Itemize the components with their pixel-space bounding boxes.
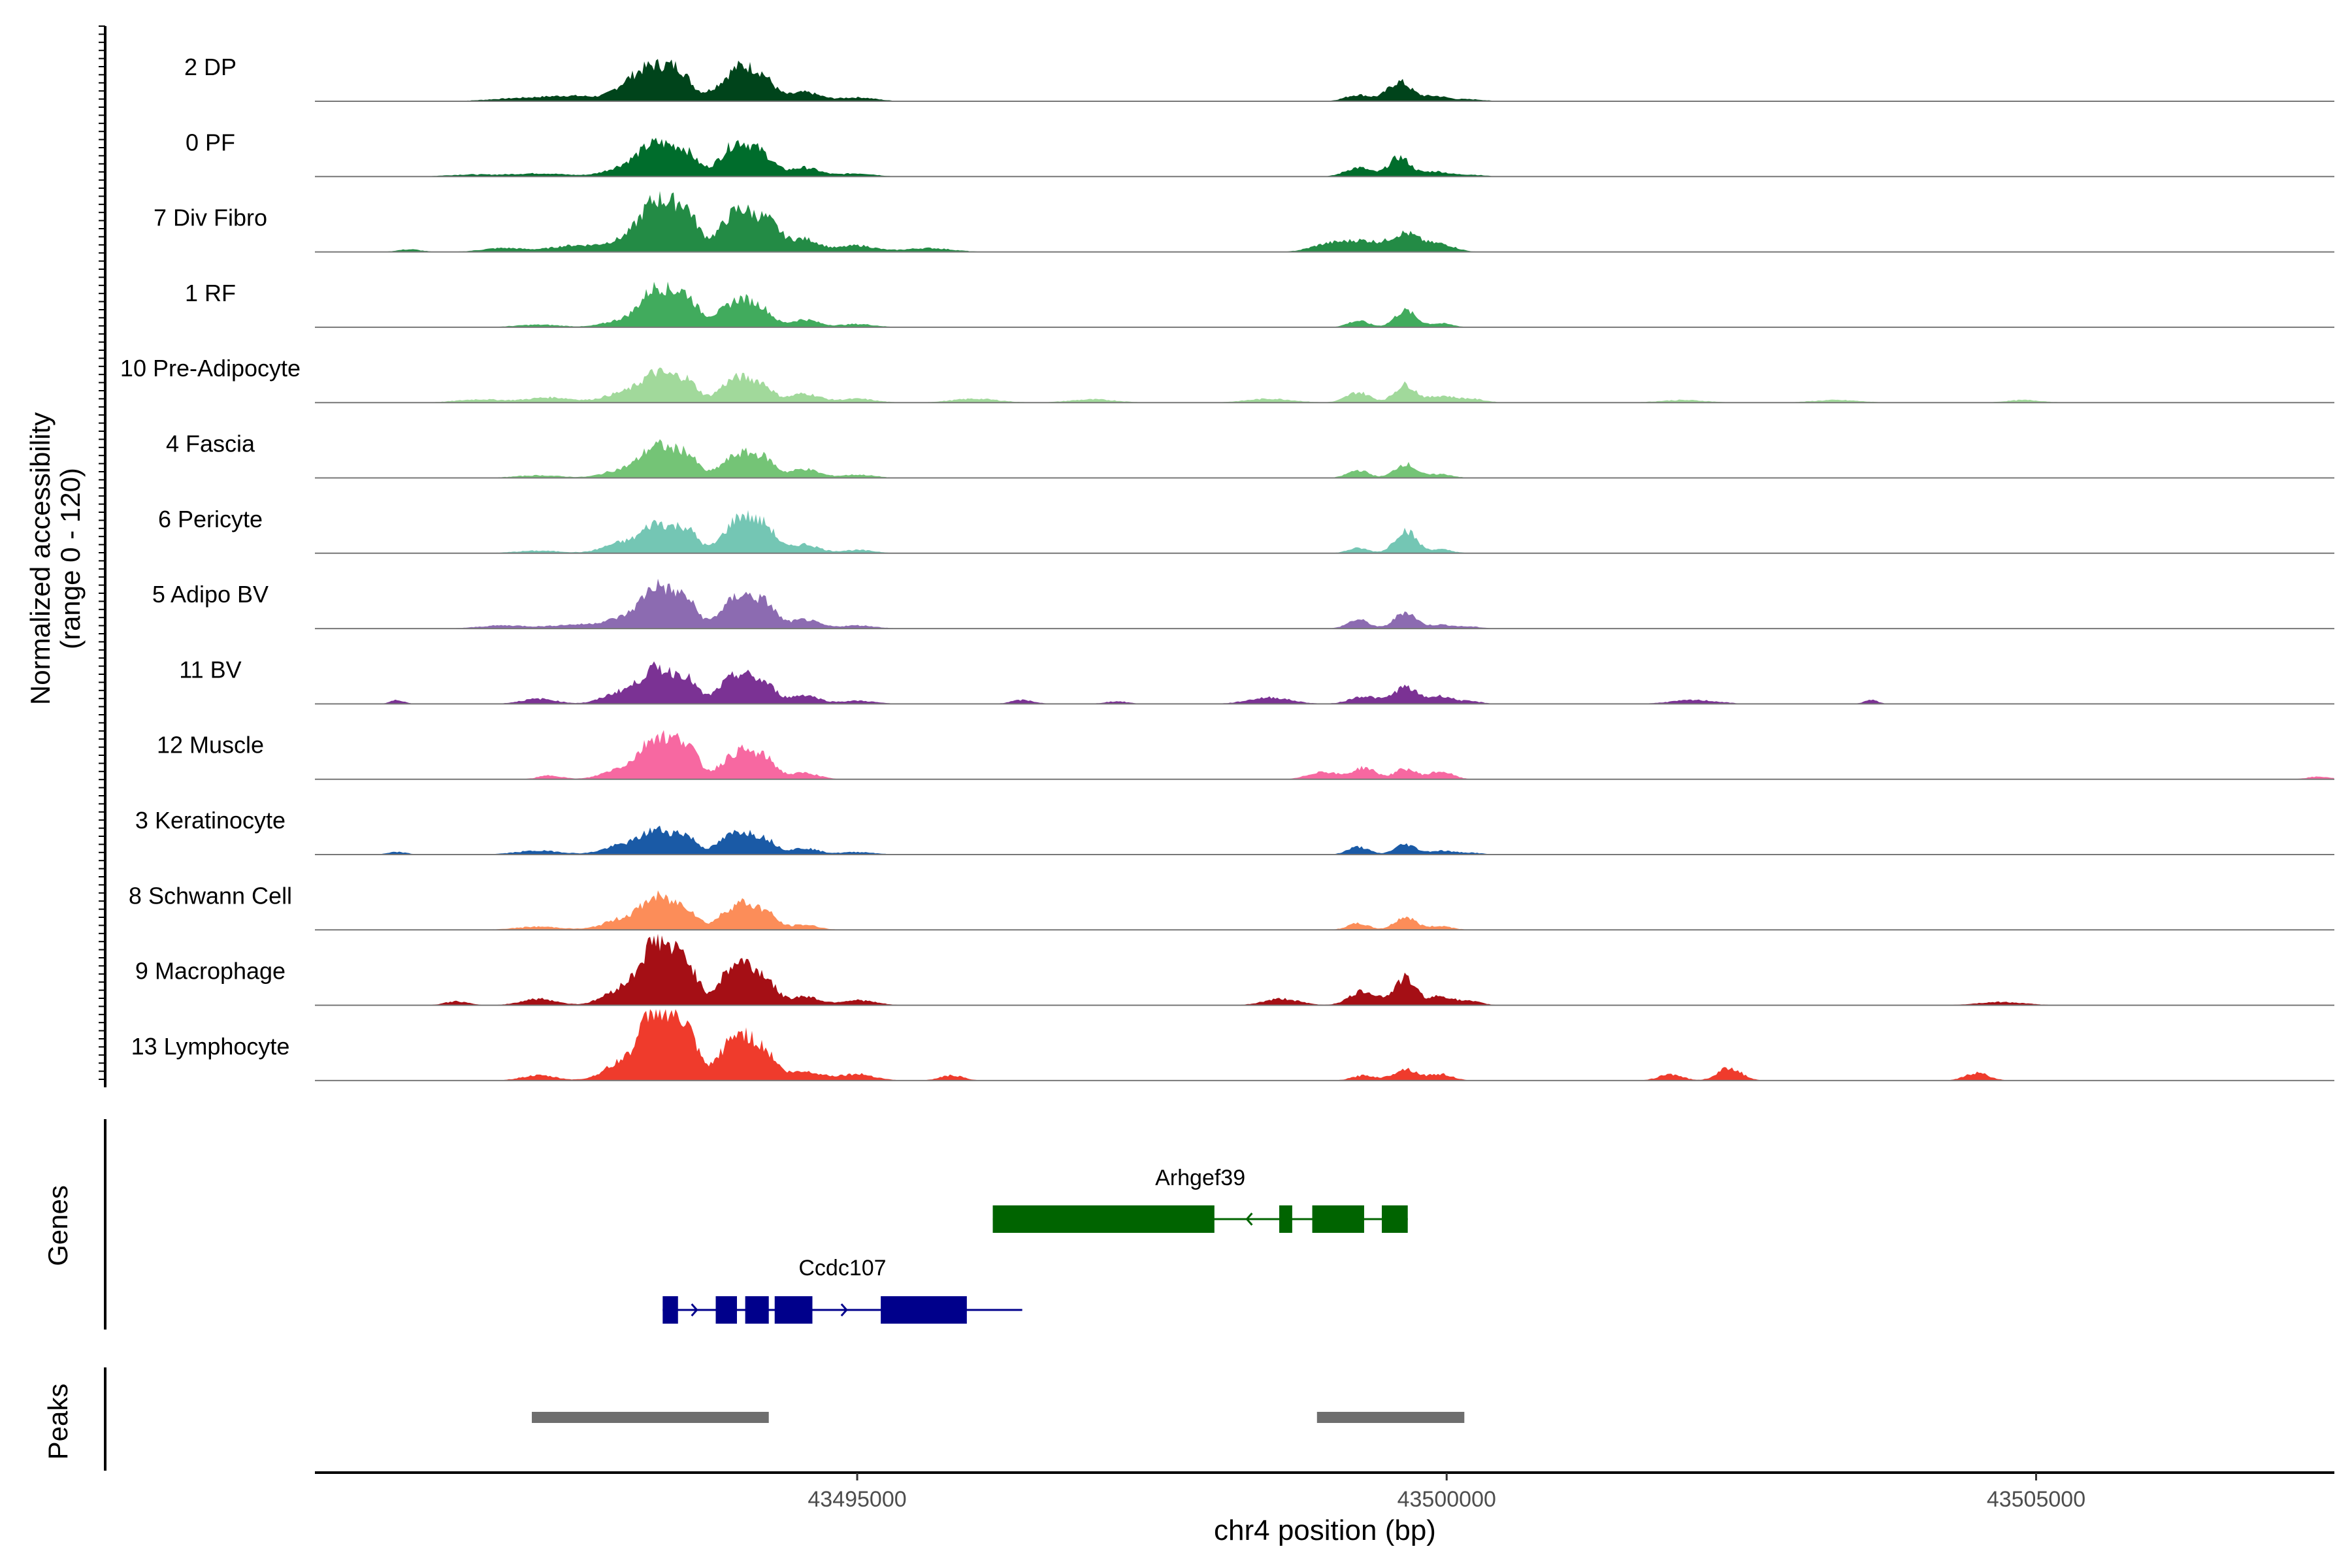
strand-arrow bbox=[840, 1303, 848, 1316]
strand-arrow bbox=[691, 1303, 698, 1316]
track: 13 Lymphocyte bbox=[131, 1009, 2334, 1081]
strand-arrow bbox=[1245, 1213, 1253, 1226]
gene-label: Ccdc107 bbox=[798, 1256, 886, 1281]
track: 7 Div Fibro bbox=[154, 191, 2334, 253]
x-axis: 43495000 43500000 43505000 bbox=[315, 1471, 2334, 1512]
track-coverage-area bbox=[315, 282, 2334, 327]
track-coverage-area bbox=[315, 661, 2334, 704]
peak-region-panel bbox=[104, 1367, 1465, 1471]
gene-model: Ccdc107 bbox=[662, 1256, 1022, 1324]
x-axis-title: chr4 position (bp) bbox=[1214, 1514, 1436, 1546]
gene-exon bbox=[1279, 1205, 1292, 1233]
gene-exon bbox=[881, 1296, 967, 1324]
track-coverage-area bbox=[315, 1009, 2334, 1081]
track-label: 10 Pre-Adipocyte bbox=[120, 355, 301, 382]
track-coverage-area bbox=[315, 439, 2334, 478]
track-coverage-area bbox=[315, 59, 2334, 101]
track-label: 1 RF bbox=[185, 280, 236, 306]
track-label: 8 Schwann Cell bbox=[129, 882, 292, 909]
track: 9 Macrophage bbox=[135, 934, 2334, 1006]
gene-label: Arhgef39 bbox=[1155, 1166, 1245, 1190]
track: 4 Fascia bbox=[166, 431, 2334, 479]
track: 8 Schwann Cell bbox=[129, 882, 2334, 931]
gene-annotation-panel: Arhgef39 Ccdc107 bbox=[104, 1119, 1408, 1330]
track-coverage-area bbox=[315, 510, 2334, 553]
track-coverage-area bbox=[315, 730, 2334, 779]
track-label: 9 Macrophage bbox=[135, 958, 286, 985]
x-tick-label: 43500000 bbox=[1397, 1487, 1496, 1512]
y-axis-range-label: (range 0 - 120) bbox=[55, 468, 86, 649]
x-tick-label: 43505000 bbox=[1987, 1487, 2085, 1512]
x-tick-label: 43495000 bbox=[808, 1487, 906, 1512]
track-label: 11 BV bbox=[179, 656, 241, 683]
track: 0 PF bbox=[186, 129, 2334, 178]
track-coverage-area bbox=[315, 890, 2334, 930]
track-label: 2 DP bbox=[184, 54, 237, 80]
track-label: 0 PF bbox=[186, 129, 235, 155]
track-coverage-area bbox=[315, 578, 2334, 629]
track: 5 Adipo BV bbox=[152, 578, 2334, 630]
gene-exon bbox=[662, 1296, 678, 1324]
track-label: 7 Div Fibro bbox=[154, 204, 267, 231]
gene-exon bbox=[745, 1296, 769, 1324]
genes-panel-label: Genes bbox=[42, 1185, 73, 1266]
gene-exon bbox=[715, 1296, 737, 1324]
gene-exon bbox=[774, 1296, 813, 1324]
track-coverage-area bbox=[315, 191, 2334, 252]
peaks-panel-label: Peaks bbox=[42, 1384, 73, 1460]
track: 2 DP bbox=[184, 54, 2334, 102]
track-coverage-area bbox=[315, 825, 2334, 855]
track-coverage-area bbox=[315, 934, 2334, 1005]
track-label: 6 Pericyte bbox=[158, 506, 263, 532]
track-label: 5 Adipo BV bbox=[152, 581, 269, 608]
track-label: 13 Lymphocyte bbox=[131, 1033, 290, 1060]
peak-region-bar bbox=[532, 1412, 769, 1423]
gene-model: Arhgef39 bbox=[992, 1166, 1408, 1233]
peak-region-bar bbox=[1316, 1412, 1465, 1423]
track-coverage-area bbox=[315, 137, 2334, 177]
gene-exon bbox=[1312, 1205, 1364, 1233]
gene-exon bbox=[992, 1205, 1215, 1233]
track: 11 BV bbox=[179, 656, 2334, 705]
track: 12 Muscle bbox=[157, 730, 2334, 780]
track: 1 RF bbox=[185, 280, 2334, 328]
gene-exon bbox=[1382, 1205, 1408, 1233]
track-label: 12 Muscle bbox=[157, 732, 264, 759]
y-axis-label: Normalized accessibility bbox=[25, 412, 56, 705]
track-label: 4 Fascia bbox=[166, 431, 255, 457]
track: 10 Pre-Adipocyte bbox=[120, 355, 2334, 404]
coverage-tracks: 2 DP 0 PF 7 Div Fibro 1 RF 10 Pre-Adipocyte 4… bbox=[120, 54, 2334, 1081]
track-label: 3 Keratinocyte bbox=[135, 807, 286, 834]
track-coverage-area bbox=[315, 367, 2334, 403]
y-axis bbox=[99, 25, 106, 1088]
track: 6 Pericyte bbox=[158, 506, 2334, 554]
track: 3 Keratinocyte bbox=[135, 807, 2334, 855]
